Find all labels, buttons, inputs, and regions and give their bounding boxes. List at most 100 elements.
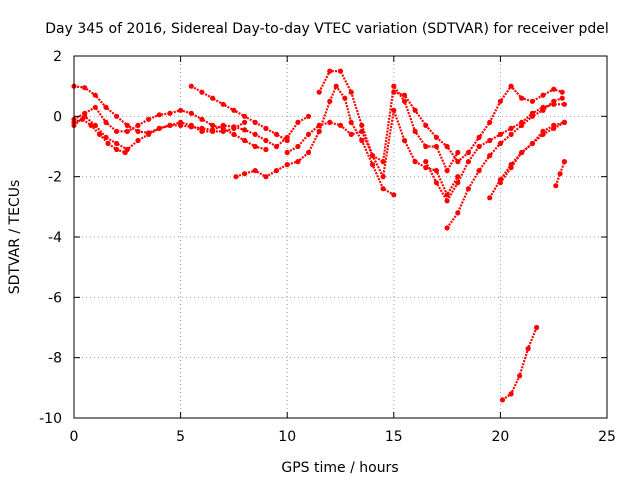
x-tick-label: 5 <box>176 429 185 445</box>
data-point <box>551 122 557 128</box>
data-point <box>348 119 354 125</box>
data-point <box>433 143 439 150</box>
data-traces <box>71 68 568 403</box>
data-point <box>380 186 386 192</box>
data-point <box>210 122 216 128</box>
data-point <box>305 131 312 137</box>
series-arc-5 <box>190 85 288 142</box>
data-point <box>124 128 130 134</box>
data-point <box>263 137 269 144</box>
data-point <box>252 168 258 174</box>
data-point <box>540 128 546 134</box>
data-point <box>295 143 301 150</box>
data-point <box>369 153 376 159</box>
data-point <box>284 162 290 168</box>
data-point <box>210 95 216 101</box>
data-point <box>188 83 194 89</box>
series-arc-9 <box>393 85 563 163</box>
data-point <box>444 168 450 174</box>
data-point <box>103 119 109 125</box>
data-point <box>508 83 514 89</box>
data-point <box>316 122 322 128</box>
data-point <box>242 137 248 144</box>
data-point <box>273 131 280 137</box>
data-point <box>327 119 333 125</box>
data-point <box>327 68 333 74</box>
data-point <box>210 128 216 134</box>
data-point <box>508 125 514 131</box>
data-point <box>423 159 429 165</box>
data-point <box>295 159 301 165</box>
data-point <box>508 391 514 397</box>
data-point <box>444 192 450 198</box>
y-tick-label: -6 <box>48 290 62 306</box>
data-point <box>444 225 450 231</box>
x-tick-label: 20 <box>491 429 509 445</box>
series-arc-11 <box>446 97 563 229</box>
chart-title: Day 345 of 2016, Sidereal Day-to-day VTE… <box>45 21 609 37</box>
data-point <box>231 131 237 137</box>
x-axis-label: GPS time / hours <box>281 460 398 476</box>
data-point <box>122 149 128 156</box>
data-point <box>284 149 290 156</box>
data-point <box>391 89 397 95</box>
data-point <box>519 149 525 156</box>
data-point <box>156 125 162 131</box>
data-point <box>220 101 226 107</box>
data-point <box>233 174 239 180</box>
data-point <box>497 180 503 186</box>
y-tick-label: -8 <box>48 351 62 367</box>
data-point <box>188 110 194 116</box>
data-point <box>497 140 503 147</box>
x-tick-label: 15 <box>385 429 403 445</box>
data-point <box>316 89 322 95</box>
data-point <box>412 128 418 134</box>
data-point <box>412 159 418 165</box>
data-point <box>561 101 568 107</box>
data-point <box>497 98 503 104</box>
data-point <box>455 159 461 165</box>
data-point <box>333 83 339 89</box>
data-point <box>401 98 408 104</box>
data-point <box>455 149 461 156</box>
grid-lines <box>74 56 607 418</box>
data-point <box>519 122 525 128</box>
data-point <box>337 68 344 74</box>
data-point <box>156 112 162 118</box>
data-point <box>135 128 141 134</box>
series-arc-1 <box>73 85 310 148</box>
data-point <box>529 140 536 147</box>
data-point <box>499 397 506 403</box>
data-point <box>465 159 471 165</box>
y-axis-label: SDTVAR / TECUs <box>7 180 23 295</box>
x-tick-label: 25 <box>598 429 616 445</box>
data-point <box>391 83 397 89</box>
data-point <box>561 159 568 165</box>
data-point <box>273 143 280 150</box>
data-point <box>348 131 354 137</box>
data-point <box>359 137 365 144</box>
data-point <box>342 95 348 101</box>
data-point <box>540 92 546 98</box>
data-point <box>337 122 344 128</box>
data-point <box>97 131 103 137</box>
data-point <box>551 86 557 92</box>
data-point <box>497 131 503 137</box>
data-point <box>487 153 493 159</box>
data-point <box>199 128 205 134</box>
data-point <box>412 107 418 113</box>
data-point <box>242 127 248 133</box>
y-tick-label: -4 <box>48 230 62 246</box>
data-point <box>529 98 536 104</box>
data-point <box>242 119 248 125</box>
data-point <box>199 116 205 122</box>
data-point <box>178 119 184 125</box>
data-point <box>146 131 152 137</box>
y-tick-label: 2 <box>53 49 62 65</box>
data-point <box>359 128 365 134</box>
data-point <box>92 104 98 110</box>
data-point <box>88 122 94 128</box>
data-point <box>263 146 269 153</box>
series-arc-15 <box>554 161 566 187</box>
